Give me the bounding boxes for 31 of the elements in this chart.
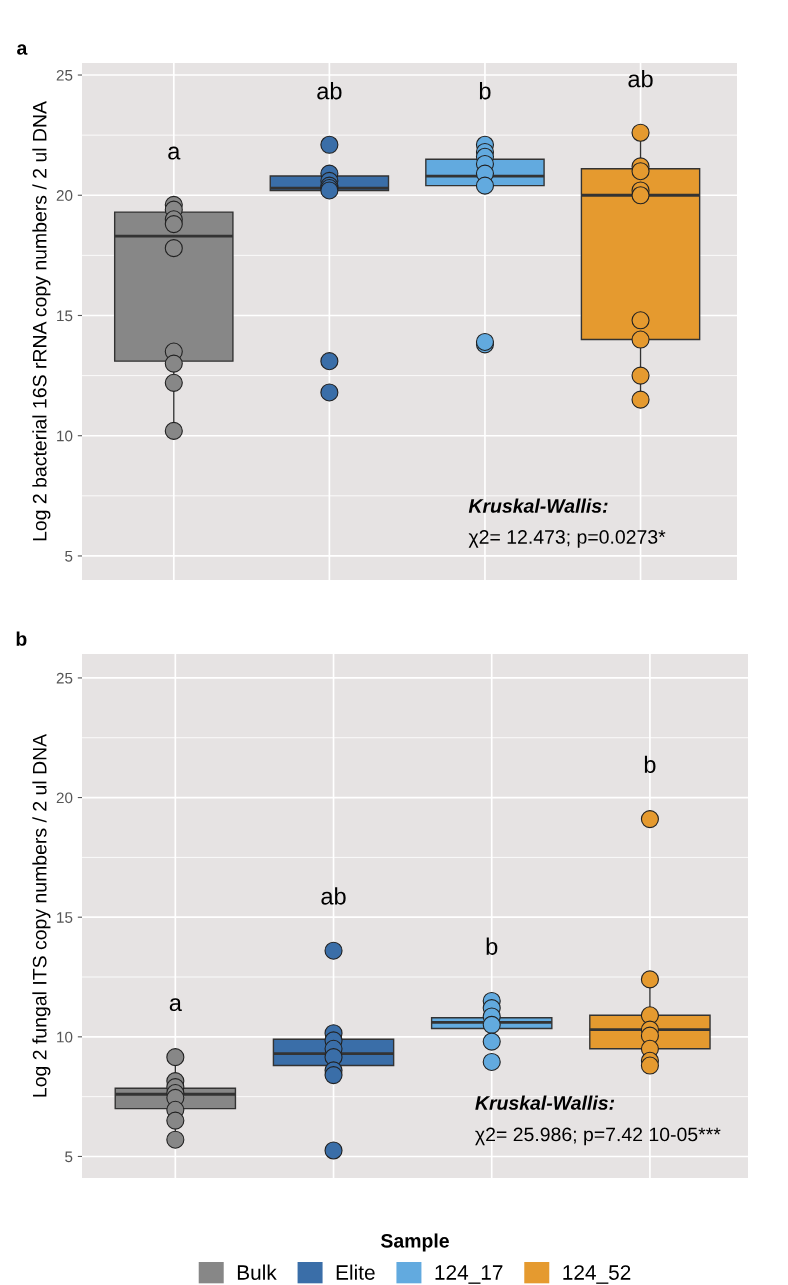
y-tick-label: 20	[56, 190, 73, 201]
annotation: χ2= 25.986; p=7.42 10-05***	[475, 1127, 721, 1146]
annotation: Kruskal-Wallis:	[468, 498, 608, 513]
y-tick-label: 10	[57, 1031, 73, 1043]
chart-title: b	[16, 631, 27, 646]
annotation: ab	[628, 70, 653, 88]
annotation: b	[644, 755, 656, 774]
y-tick-label: 10	[57, 430, 73, 442]
legend-label: 124_52	[563, 1265, 631, 1284]
annotation: Kruskal-Wallis:	[475, 1095, 615, 1110]
annotation: χ2= 12.473; p=0.0273*	[468, 530, 666, 548]
y-axis-title: Log 2 fungal ITS copy numbers / 2 ul DNA	[32, 733, 51, 1097]
y-tick-label: 25	[56, 69, 73, 81]
annotation: a	[168, 146, 181, 160]
y-tick-label: 20	[56, 792, 73, 804]
y-tick-label: 25	[56, 672, 73, 684]
annotation: ab	[321, 887, 346, 905]
y-tick-label: 5	[65, 1151, 73, 1163]
annotation: ab	[317, 82, 342, 100]
legend-label: Elite	[336, 1264, 375, 1280]
legend-title: Sample	[380, 1233, 449, 1252]
y-tick-label: 15	[57, 912, 73, 923]
annotation: b	[486, 937, 498, 955]
y-tick-label: 15	[57, 310, 73, 322]
y-tick-label: 5	[65, 550, 73, 562]
legend-label: Bulk	[237, 1264, 277, 1280]
y-axis-title: Log 2 bacterial 16S rRNA copy numbers / 2 ul DNA	[32, 101, 51, 541]
annotation: b	[479, 82, 491, 100]
chart-title: a	[17, 44, 28, 55]
legend-label: 124_17	[435, 1265, 503, 1284]
annotation: a	[169, 998, 182, 1012]
